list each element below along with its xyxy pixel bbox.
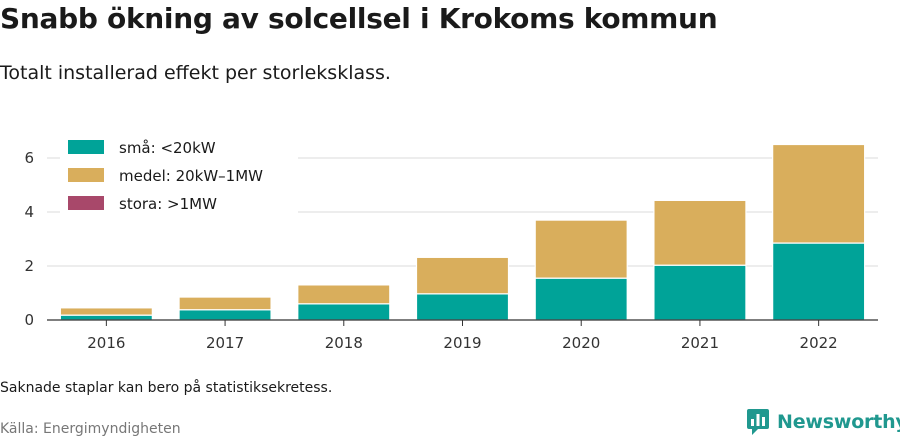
legend-swatch xyxy=(68,196,104,210)
legend-label: medel: 20kW–1MW xyxy=(119,167,263,185)
bar-segment xyxy=(59,307,153,316)
brand-name: Newsworthy xyxy=(777,411,900,433)
x-tick-label: 2022 xyxy=(800,334,838,352)
y-tick-label: 2 xyxy=(24,257,34,275)
legend: små: <20kW medel: 20kW–1MW stora: >1MW xyxy=(60,132,298,220)
bar-segment xyxy=(534,219,628,279)
chart-title: Snabb ökning av solcellsel i Krokoms kom… xyxy=(0,2,718,35)
chart-logo-icon xyxy=(747,409,769,435)
bar-segment xyxy=(59,314,153,321)
x-tick-label: 2018 xyxy=(325,334,363,352)
bar-segment xyxy=(415,293,510,321)
y-tick-label: 6 xyxy=(24,149,34,167)
bar-segment xyxy=(653,199,747,266)
brand-logo[interactable]: Newsworthy xyxy=(746,408,900,436)
bar-segment xyxy=(297,303,391,321)
bar-segment xyxy=(772,143,866,244)
bar-segment xyxy=(415,256,510,295)
legend-swatch xyxy=(68,168,104,182)
x-tick-label: 2021 xyxy=(681,334,719,352)
bar-segment xyxy=(178,296,272,311)
bars xyxy=(59,143,866,321)
x-tick-label: 2017 xyxy=(206,334,244,352)
footnote: Saknade staplar kan bero på statistiksek… xyxy=(0,380,333,396)
bar-segment xyxy=(772,242,866,321)
legend-label: stora: >1MW xyxy=(119,195,217,213)
bar-segment xyxy=(653,264,747,321)
chart-subtitle: Totalt installerad effekt per storlekskl… xyxy=(0,62,391,84)
bar-segment xyxy=(297,284,391,305)
x-tick-label: 2019 xyxy=(443,334,481,352)
legend-swatch xyxy=(68,140,104,154)
stacked-bar-chart: 0 2 4 6 2016 2017 2018 2019 2020 2021 2022 små: <2… xyxy=(24,132,878,352)
source-credit: Källa: Energimyndigheten xyxy=(0,421,181,437)
y-tick-label: 4 xyxy=(24,203,34,221)
y-tick-label: 0 xyxy=(24,311,34,329)
legend-label: små: <20kW xyxy=(119,139,216,157)
x-tick-label: 2016 xyxy=(87,334,125,352)
bar-segment xyxy=(534,277,628,321)
x-tick-label: 2020 xyxy=(562,334,600,352)
bar-segment xyxy=(178,309,272,321)
axes: 0 2 4 6 2016 2017 2018 2019 2020 2021 2022 xyxy=(24,149,878,352)
